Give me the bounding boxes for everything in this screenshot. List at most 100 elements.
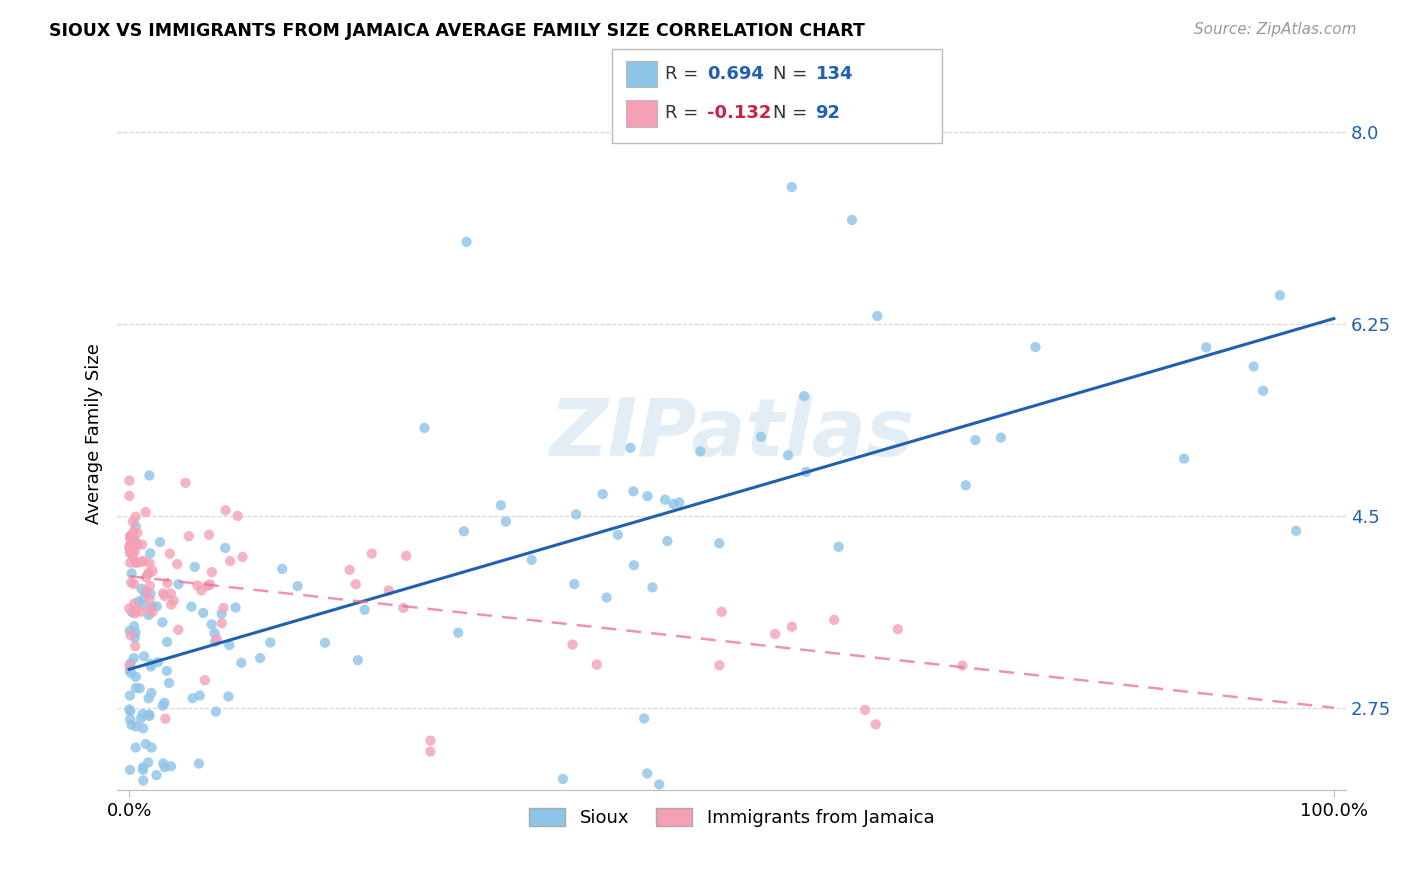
Point (157, 676, 180, 690)
Point (159, 586, 181, 600)
Point (1251, 384, 1274, 398)
Point (127, 538, 149, 552)
Point (124, 640, 146, 654)
Point (314, 636, 336, 650)
Point (160, 759, 183, 773)
Point (121, 543, 143, 558)
Point (1243, 359, 1265, 374)
Text: 0.694: 0.694 (707, 65, 763, 83)
Point (122, 577, 145, 591)
Point (489, 498, 512, 512)
Point (167, 577, 190, 591)
Point (205, 705, 228, 719)
Text: N =: N = (773, 65, 813, 83)
Point (865, 717, 887, 731)
Point (447, 625, 470, 640)
Point (132, 592, 155, 607)
Point (124, 509, 146, 524)
Point (780, 620, 803, 634)
Point (139, 587, 162, 601)
Point (118, 539, 141, 553)
Point (205, 632, 228, 647)
Point (793, 389, 815, 403)
Point (346, 653, 368, 667)
Point (138, 557, 160, 571)
Point (585, 657, 607, 672)
Point (139, 659, 162, 673)
Point (378, 583, 401, 598)
Point (131, 555, 153, 569)
Point (160, 598, 183, 612)
Point (124, 607, 146, 621)
Point (131, 707, 153, 722)
Point (124, 544, 146, 558)
Text: 92: 92 (815, 104, 841, 122)
Point (606, 528, 628, 542)
Point (1173, 451, 1195, 466)
Point (124, 533, 146, 548)
Point (118, 489, 141, 503)
Point (132, 649, 155, 664)
Point (135, 570, 157, 584)
Point (453, 524, 475, 539)
Point (204, 626, 226, 640)
Point (211, 616, 233, 631)
Point (138, 468, 160, 483)
Point (225, 600, 247, 615)
Point (135, 586, 157, 600)
Point (776, 448, 799, 462)
Point (139, 579, 162, 593)
Point (124, 740, 146, 755)
Point (125, 880, 148, 892)
Point (138, 707, 160, 722)
Text: N =: N = (773, 104, 813, 122)
Text: -0.132: -0.132 (707, 104, 772, 122)
Point (159, 547, 181, 561)
Point (120, 704, 142, 718)
Point (709, 658, 731, 673)
Point (955, 478, 977, 492)
Point (763, 627, 786, 641)
Point (125, 519, 148, 533)
Point (710, 605, 733, 619)
Point (153, 760, 176, 774)
Point (249, 651, 271, 665)
Point (138, 709, 160, 723)
Point (122, 524, 145, 539)
Point (120, 536, 142, 550)
Point (120, 657, 142, 671)
Text: Source: ZipAtlas.com: Source: ZipAtlas.com (1194, 22, 1357, 37)
Point (141, 740, 163, 755)
Point (198, 528, 221, 542)
Point (456, 235, 478, 249)
Point (118, 702, 141, 716)
Point (174, 475, 197, 490)
Point (344, 577, 367, 591)
Point (145, 599, 167, 614)
Point (128, 681, 150, 696)
Point (231, 549, 253, 564)
Point (231, 656, 253, 670)
Point (153, 696, 176, 710)
Point (132, 773, 155, 788)
Point (118, 601, 141, 615)
Point (633, 712, 655, 726)
Point (152, 698, 174, 713)
Point (353, 603, 375, 617)
Point (1024, 340, 1046, 354)
Point (121, 566, 143, 581)
Point (120, 556, 142, 570)
Point (120, 717, 142, 731)
Point (827, 540, 849, 554)
Point (177, 529, 200, 543)
Point (124, 631, 146, 645)
Point (152, 756, 174, 771)
Point (129, 605, 152, 619)
Point (887, 622, 910, 636)
Point (118, 859, 141, 873)
Point (271, 562, 294, 576)
Point (565, 508, 588, 522)
Point (153, 810, 176, 824)
Point (360, 547, 382, 561)
Point (592, 487, 614, 501)
